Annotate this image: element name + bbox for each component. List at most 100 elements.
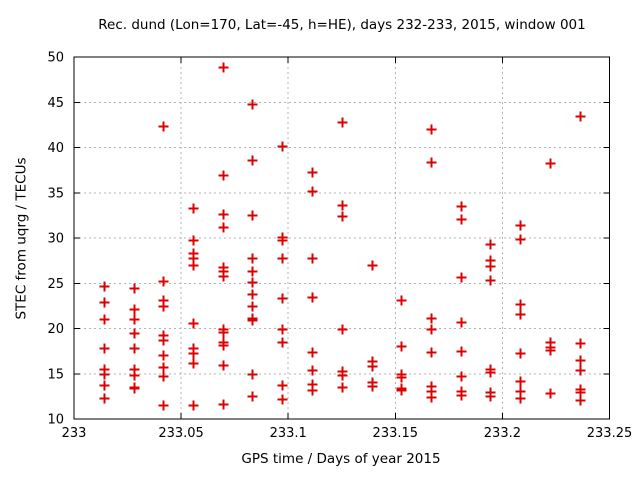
- data-point: [426, 392, 437, 403]
- data-point: [307, 347, 318, 358]
- y-tick-label: 10: [47, 413, 64, 428]
- data-point: [99, 380, 110, 391]
- data-point: [396, 295, 407, 306]
- data-point: [218, 271, 229, 282]
- data-point: [575, 395, 586, 406]
- data-point: [99, 281, 110, 292]
- data-point: [247, 277, 258, 288]
- data-point: [188, 318, 199, 329]
- data-point: [218, 170, 229, 181]
- data-point: [575, 355, 586, 366]
- data-point: [545, 158, 556, 169]
- data-point: [158, 121, 169, 132]
- data-point: [99, 297, 110, 308]
- data-point: [129, 304, 140, 315]
- data-point: [456, 346, 467, 357]
- data-point: [485, 391, 496, 402]
- data-point: [188, 203, 199, 214]
- data-point: [158, 362, 169, 373]
- data-point: [129, 343, 140, 354]
- data-point: [99, 369, 110, 380]
- data-point: [188, 348, 199, 359]
- data-point: [188, 235, 199, 246]
- y-tick-label: 50: [47, 51, 64, 66]
- y-tick-label: 40: [47, 141, 64, 156]
- data-point: [337, 370, 348, 381]
- data-point: [277, 235, 288, 246]
- data-point: [158, 400, 169, 411]
- data-point: [456, 317, 467, 328]
- data-point: [337, 382, 348, 393]
- data-point: [218, 360, 229, 371]
- data-point: [277, 293, 288, 304]
- data-point: [426, 124, 437, 135]
- data-point: [575, 338, 586, 349]
- data-point: [277, 141, 288, 152]
- data-point: [129, 370, 140, 381]
- data-point: [307, 186, 318, 197]
- data-point: [485, 367, 496, 378]
- y-axis-label: STEC from uqrg / TECUs: [13, 157, 30, 320]
- y-tick-label: 35: [47, 186, 64, 201]
- data-point: [247, 289, 258, 300]
- data-point: [247, 99, 258, 110]
- data-point: [247, 391, 258, 402]
- data-point: [396, 341, 407, 352]
- data-point: [456, 390, 467, 401]
- data-point: [277, 337, 288, 348]
- data-point: [218, 327, 229, 338]
- data-point: [129, 314, 140, 325]
- data-point: [456, 272, 467, 283]
- x-tick-label: 233.1: [270, 426, 307, 441]
- data-point: [277, 380, 288, 391]
- data-point: [277, 324, 288, 335]
- data-point: [426, 313, 437, 324]
- data-point: [367, 361, 378, 372]
- data-point: [396, 385, 407, 396]
- data-point: [129, 328, 140, 339]
- data-point: [307, 253, 318, 264]
- x-tick-label: 233.15: [373, 426, 419, 441]
- data-point: [456, 214, 467, 225]
- data-point: [515, 393, 526, 404]
- data-point: [247, 253, 258, 264]
- data-point: [485, 239, 496, 250]
- data-point: [247, 315, 258, 326]
- data-point: [515, 309, 526, 320]
- data-point: [426, 157, 437, 168]
- data-point: [575, 111, 586, 122]
- data-point: [247, 301, 258, 312]
- data-point: [307, 167, 318, 178]
- x-tick-label: 233.25: [587, 426, 633, 441]
- data-point: [456, 371, 467, 382]
- data-point: [158, 335, 169, 346]
- data-point: [188, 260, 199, 271]
- data-point: [247, 210, 258, 221]
- data-point: [337, 200, 348, 211]
- data-point: [158, 301, 169, 312]
- data-point: [99, 314, 110, 325]
- data-point: [99, 393, 110, 404]
- data-point: [515, 348, 526, 359]
- data-point: [188, 358, 199, 369]
- data-point: [158, 371, 169, 382]
- data-point: [307, 292, 318, 303]
- data-point: [367, 260, 378, 271]
- data-point: [307, 365, 318, 376]
- data-point: [307, 385, 318, 396]
- y-tick-label: 45: [47, 96, 64, 111]
- x-tick-label: 233.2: [484, 426, 521, 441]
- data-point: [218, 340, 229, 351]
- x-tick-label: 233.05: [158, 426, 204, 441]
- data-point: [485, 275, 496, 286]
- data-point: [129, 283, 140, 294]
- data-point: [515, 376, 526, 387]
- data-point: [515, 220, 526, 231]
- data-point: [456, 201, 467, 212]
- y-tick-label: 30: [47, 232, 64, 247]
- data-point: [247, 266, 258, 277]
- data-point: [158, 276, 169, 287]
- data-point: [277, 253, 288, 264]
